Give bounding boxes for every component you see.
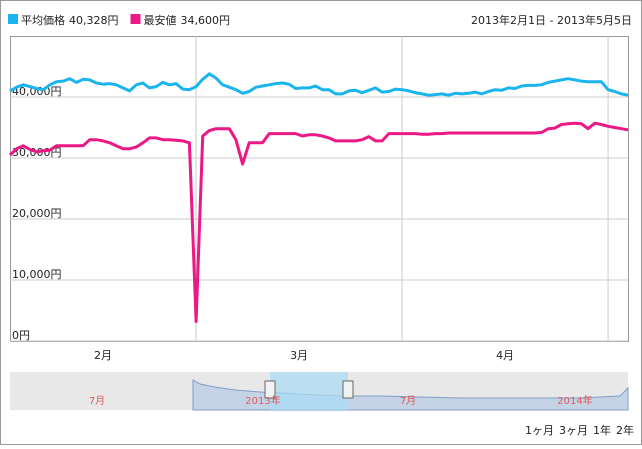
series-line: [9, 72, 629, 97]
x-tick-label: 3月: [290, 349, 308, 362]
navigator-label: 7月: [400, 395, 416, 407]
y-tick-label: 0円: [12, 329, 30, 342]
navigator-handle[interactable]: [342, 380, 354, 399]
legend-swatch: [8, 14, 18, 24]
series-line: [8, 121, 629, 323]
range-button[interactable]: 1年: [593, 423, 611, 437]
navigator: 7月 2013年 7月 2014年: [10, 372, 629, 411]
navigator-label: 2014年: [557, 394, 592, 407]
legend-label: 平均価格: [21, 13, 65, 27]
navigator-label: 7月: [89, 395, 105, 407]
y-tick-label: 10,000円: [12, 268, 62, 281]
legend-swatch: [130, 14, 141, 24]
y-tick-label: 20,000円: [12, 207, 62, 220]
y-tick-label: 40,000円: [12, 85, 62, 98]
date-range: 2013年2月1日 - 2013年5月5日: [471, 13, 632, 27]
legend-value: 34,600円: [181, 14, 231, 27]
x-tick-label: 2月: [94, 349, 112, 362]
legend-label: 最安値: [144, 13, 177, 27]
range-button[interactable]: 1ヶ月: [525, 424, 554, 437]
range-button[interactable]: 2年: [616, 423, 634, 437]
navigator-handle[interactable]: [264, 380, 276, 399]
x-tick-label: 4月: [496, 349, 514, 362]
legend-value: 40,328円: [69, 14, 119, 27]
navigator-label: 2013年: [245, 394, 280, 407]
range-button[interactable]: 3ヶ月: [559, 424, 588, 437]
navigator-selection[interactable]: [270, 372, 348, 410]
